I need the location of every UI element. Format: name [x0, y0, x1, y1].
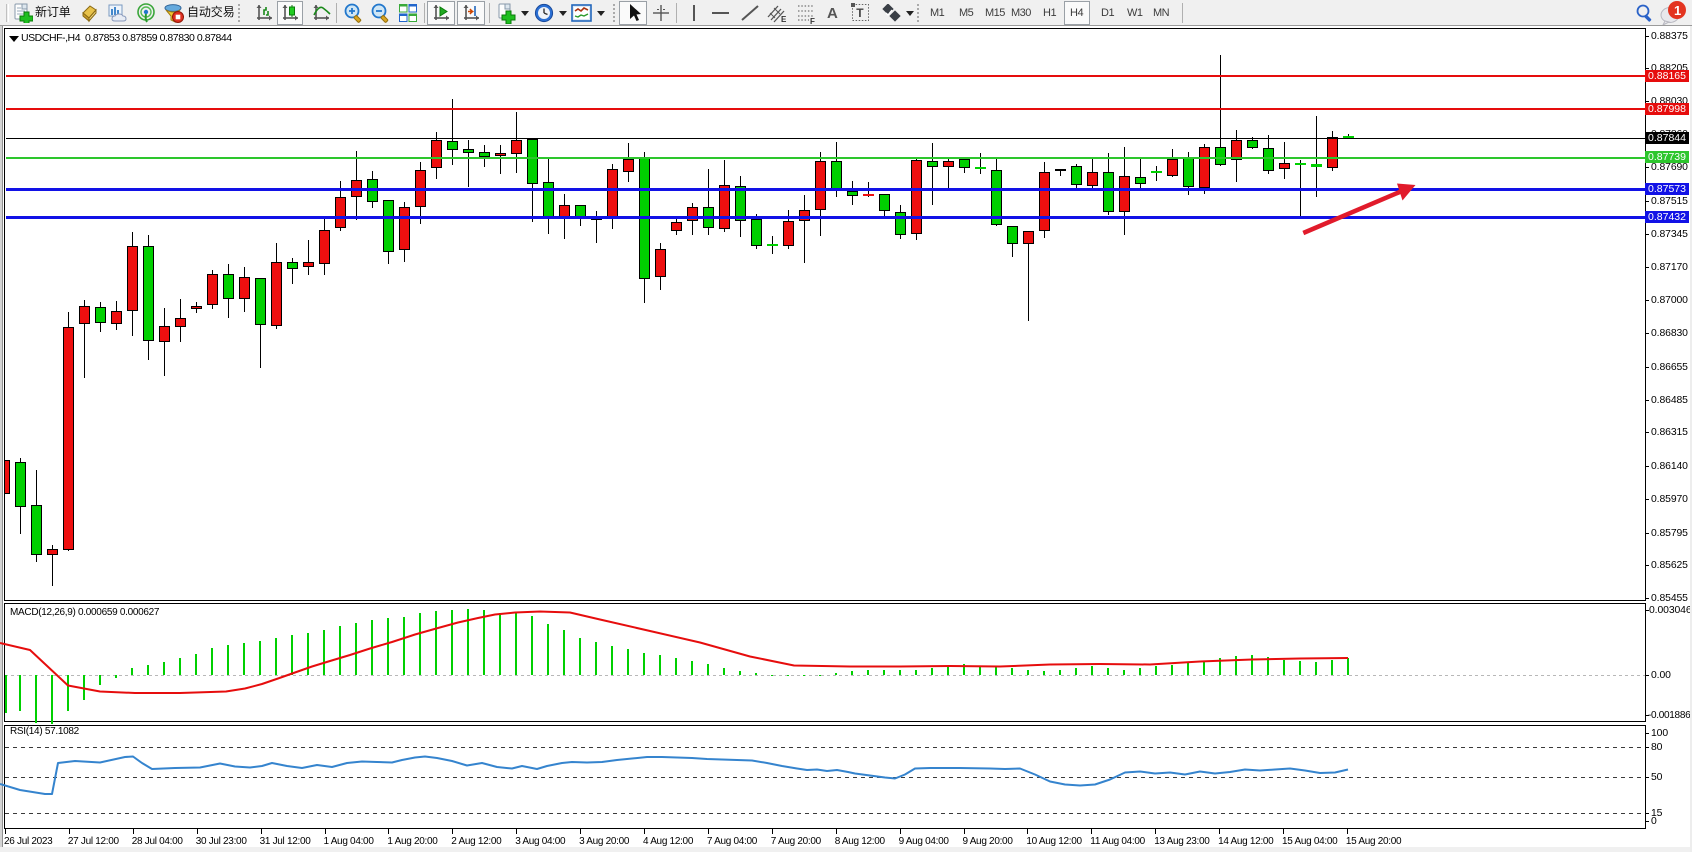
svg-text:1: 1 [1674, 3, 1681, 18]
svg-text:F: F [810, 17, 815, 25]
svg-text:T: T [856, 6, 864, 20]
svg-text:E: E [781, 15, 787, 24]
